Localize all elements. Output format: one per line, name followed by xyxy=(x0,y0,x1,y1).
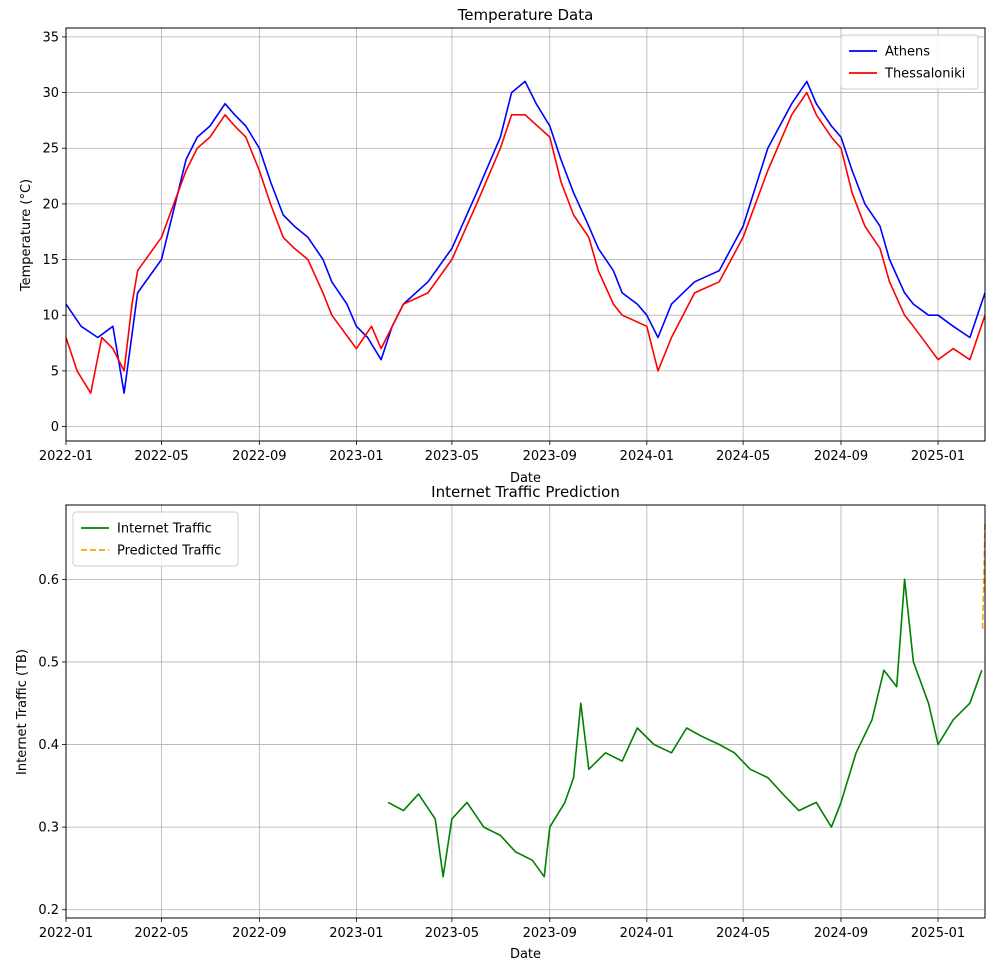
x-tick-label: 2023-09 xyxy=(523,926,577,941)
legend-label-internet-traffic: Internet Traffic xyxy=(117,522,212,537)
x-tick-label: 2022-05 xyxy=(134,449,188,464)
y-tick-label: 0.3 xyxy=(38,821,59,836)
y-tick-label: 15 xyxy=(42,253,59,268)
chart-title: Temperature Data xyxy=(457,6,594,24)
x-tick-label: 2023-01 xyxy=(329,449,383,464)
x-axis-ticks: 2022-01 2022-05 2022-09 2023-01 2023-05 2023-… xyxy=(39,441,965,464)
grid-lines xyxy=(65,505,985,918)
x-tick-label: 2024-05 xyxy=(716,449,770,464)
series-line-athens xyxy=(65,80,986,394)
y-tick-label: 0.6 xyxy=(38,573,59,588)
legend-label-athens: Athens xyxy=(885,45,930,60)
x-tick-label: 2022-05 xyxy=(134,926,188,941)
x-axis-label: Date xyxy=(510,471,541,486)
x-tick-label: 2024-09 xyxy=(814,449,868,464)
series-layer xyxy=(65,80,986,394)
x-axis-label: Date xyxy=(510,947,541,962)
x-tick-label: 2024-05 xyxy=(716,926,770,941)
y-tick-label: 0.4 xyxy=(38,738,59,753)
x-tick-label: 2022-01 xyxy=(39,449,93,464)
x-tick-label: 2023-01 xyxy=(329,926,383,941)
legend: Internet Traffic Predicted Traffic xyxy=(72,511,239,567)
y-tick-label: 0.2 xyxy=(38,903,59,918)
x-tick-label: 2022-09 xyxy=(232,926,286,941)
x-tick-label: 2023-05 xyxy=(425,449,479,464)
x-tick-label: 2024-01 xyxy=(620,449,674,464)
legend-box xyxy=(840,34,979,90)
x-tick-label: 2024-01 xyxy=(620,926,674,941)
series-line-internet-traffic xyxy=(387,578,983,878)
x-tick-label: 2023-09 xyxy=(523,449,577,464)
y-tick-label: 0.5 xyxy=(38,655,59,670)
plot-frame xyxy=(65,27,986,442)
x-tick-label: 2025-01 xyxy=(911,926,965,941)
x-tick-label: 2023-05 xyxy=(425,926,479,941)
y-axis-ticks: 0 5 10 15 20 25 30 35 xyxy=(42,30,66,435)
internet-traffic-chart: Internet Traffic Prediction 2022-01 2022-… xyxy=(15,483,986,962)
y-tick-label: 5 xyxy=(51,364,59,379)
y-tick-label: 0 xyxy=(51,420,59,435)
legend: Athens Thessaloniki xyxy=(840,34,979,90)
y-tick-label: 25 xyxy=(42,142,59,157)
legend-label-thessaloniki: Thessaloniki xyxy=(884,67,965,82)
plot-frame xyxy=(65,504,986,919)
legend-box xyxy=(72,511,239,567)
y-tick-label: 20 xyxy=(42,197,59,212)
temperature-chart: Temperature Data 2022-01 2022-05 2022-09 20… xyxy=(19,6,986,486)
y-axis-ticks: 0.2 0.3 0.4 0.5 0.6 xyxy=(38,573,66,918)
y-tick-label: 30 xyxy=(42,86,59,101)
chart-title: Internet Traffic Prediction xyxy=(431,483,620,501)
x-tick-label: 2025-01 xyxy=(911,449,965,464)
x-tick-label: 2022-01 xyxy=(39,926,93,941)
y-axis-label: Internet Traffic (TB) xyxy=(15,649,30,775)
x-tick-label: 2024-09 xyxy=(814,926,868,941)
y-tick-label: 10 xyxy=(42,309,59,324)
series-line-thessaloniki xyxy=(65,91,986,394)
x-axis-ticks: 2022-01 2022-05 2022-09 2023-01 2023-05 2023-… xyxy=(39,918,965,941)
y-axis-label: Temperature (°C) xyxy=(19,179,34,292)
legend-label-predicted-traffic: Predicted Traffic xyxy=(117,544,221,559)
y-tick-label: 35 xyxy=(42,30,59,45)
x-tick-label: 2022-09 xyxy=(232,449,286,464)
